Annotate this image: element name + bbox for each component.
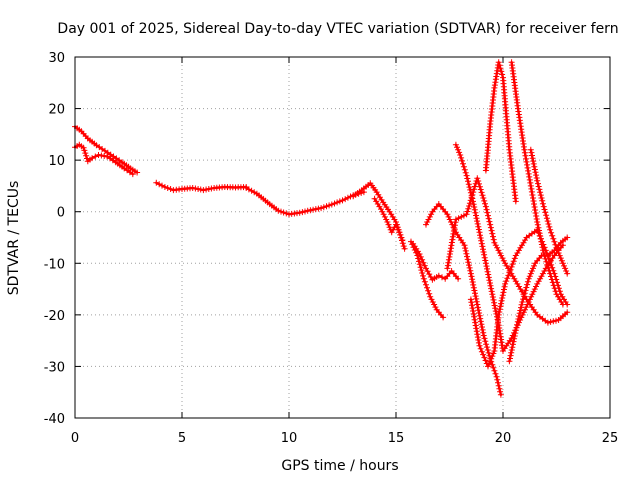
y-tick-label: 10 [48,154,65,169]
y-tick-label: 20 [48,103,65,118]
axis-ticks [74,56,611,419]
y-tick-label: 0 [57,206,65,221]
y-tick-label: -20 [44,309,65,324]
series-markers-arc-2 [72,141,136,178]
y-tick-label: 30 [48,51,65,66]
y-axis-title: SDTVAR / TECUs [6,181,22,296]
x-tick-label: 5 [178,431,186,446]
x-tick-label: 20 [495,431,512,446]
series-markers-arc-16 [506,234,571,365]
grid-lines [75,57,610,418]
x-tick-label: 15 [388,431,405,446]
series-markers-arc-3 [153,179,250,194]
y-tick-label: -30 [44,360,65,375]
series-markers-arc-4 [243,185,367,218]
x-tick-label: 25 [602,431,619,446]
series-markers-arc-15 [527,146,571,277]
tick-labels: 0 5 10 15 20 25 30 20 10 0 -10 -20 -30 -40 [44,51,619,446]
x-tick-label: 0 [71,431,79,446]
plot-frame [74,56,611,419]
chart-title: Day 001 of 2025, Sidereal Day-to-day VTE… [57,21,618,37]
y-tick-label: -40 [44,412,65,427]
series-markers-arc-11 [444,175,571,326]
series-markers-arc-14 [508,59,566,308]
series-markers-arc-6 [371,195,406,244]
data-series [72,59,571,398]
y-tick-label: -10 [44,257,65,272]
x-axis-title: GPS time / hours [281,458,398,474]
series-markers-arc-8 [408,238,447,321]
series-markers-arc-13 [482,59,519,205]
x-tick-label: 10 [281,431,298,446]
